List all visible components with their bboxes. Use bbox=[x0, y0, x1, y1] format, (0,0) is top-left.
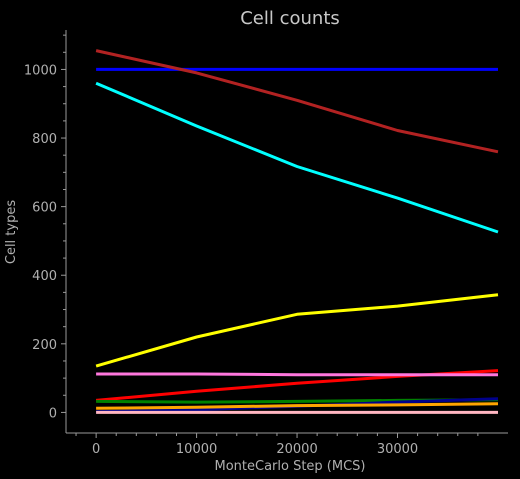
y-tick-label: 1000 bbox=[24, 63, 57, 78]
y-axis-label: Cell types bbox=[4, 200, 19, 264]
x-axis-label: MonteCarlo Step (MCS) bbox=[214, 459, 365, 474]
y-tick-label: 0 bbox=[49, 406, 57, 421]
y-tick-label: 600 bbox=[32, 201, 57, 216]
x-tick-label: 30000 bbox=[377, 442, 418, 457]
y-tick-label: 800 bbox=[32, 132, 57, 147]
x-tick-label: 10000 bbox=[176, 442, 217, 457]
x-tick-label: 0 bbox=[92, 442, 100, 457]
y-tick-label: 400 bbox=[32, 269, 57, 284]
series-line-6 bbox=[96, 374, 498, 375]
y-tick-label: 200 bbox=[32, 338, 57, 353]
x-tick-label: 20000 bbox=[276, 442, 317, 457]
chart-title: Cell counts bbox=[240, 8, 340, 29]
